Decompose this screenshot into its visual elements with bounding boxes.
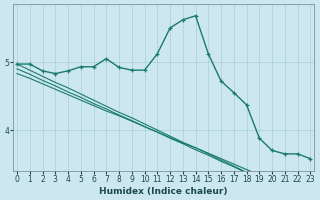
X-axis label: Humidex (Indice chaleur): Humidex (Indice chaleur) xyxy=(100,187,228,196)
